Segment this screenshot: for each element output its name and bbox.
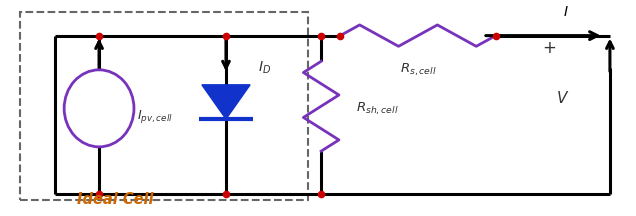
Text: $I_{pv,cell}$: $I_{pv,cell}$	[137, 108, 173, 125]
Text: $V$: $V$	[556, 90, 569, 106]
Ellipse shape	[64, 70, 134, 147]
Text: +: +	[543, 40, 556, 57]
Text: $I_D$: $I_D$	[258, 59, 271, 76]
Text: Ideal Cell: Ideal Cell	[77, 192, 153, 207]
Bar	[20, 12, 308, 200]
Text: $I$: $I$	[563, 5, 569, 19]
Text: $R_{s,cell}$: $R_{s,cell}$	[399, 61, 436, 78]
Text: $R_{sh,cell}$: $R_{sh,cell}$	[356, 100, 399, 117]
Polygon shape	[202, 85, 250, 119]
